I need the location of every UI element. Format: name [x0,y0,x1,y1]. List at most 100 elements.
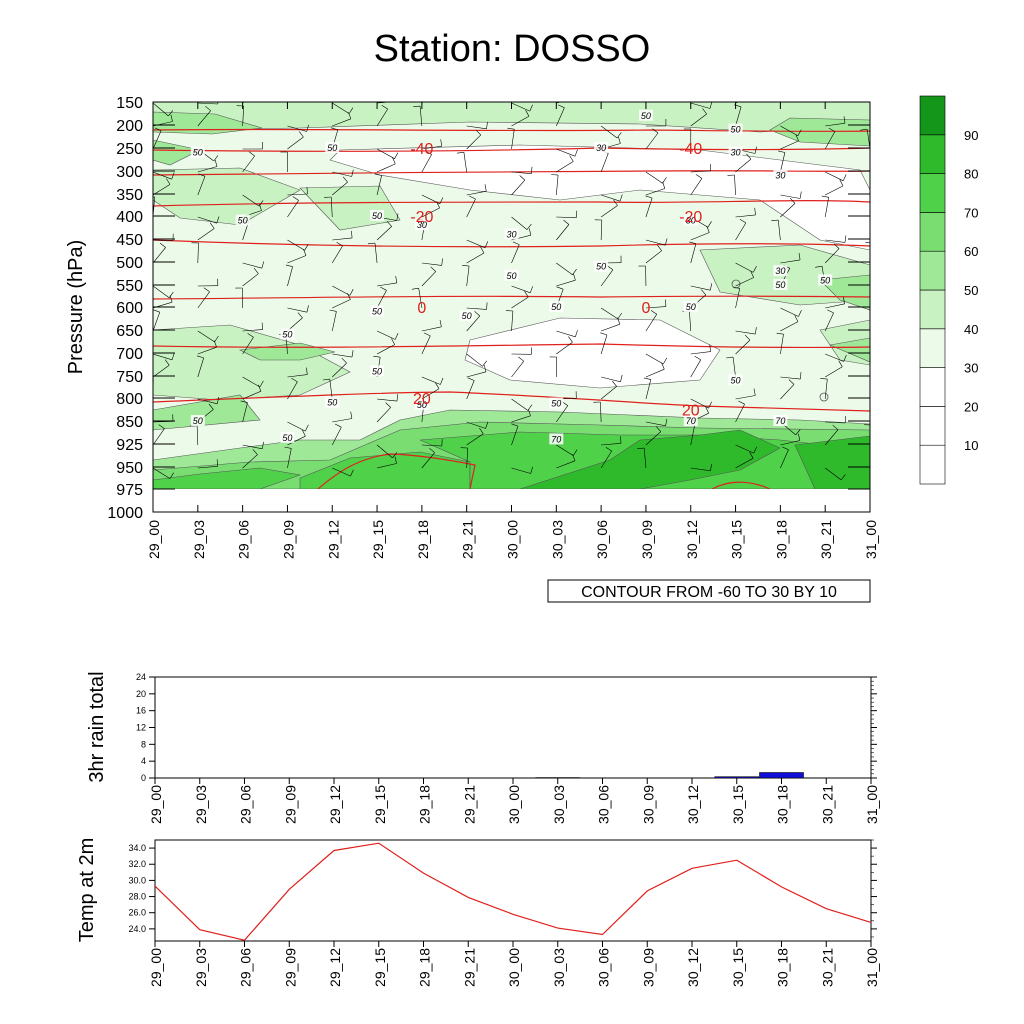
wind-barb-flag [860,128,868,131]
wind-barb-staff [377,398,398,402]
wind-barb-flag [350,469,354,477]
x-tick-label: 29_06 [236,520,252,559]
wind-barb-staff [153,247,166,264]
rain-y-tick-label: 4 [141,756,146,766]
wind-barb-staff [287,266,293,287]
rh-contour-label: 70 [551,434,561,444]
wind-barb-staff [601,376,621,383]
wind-barb-staff [780,440,800,446]
wind-barb-staff [374,243,378,264]
rh-label-bg [190,415,205,426]
wind-barb-staff [376,344,395,355]
wind-barb-staff [466,380,475,400]
wind-barb-staff [153,428,165,446]
y-tick-label: 500 [116,255,143,272]
wind-barb-staff [825,185,844,196]
wind-barb-staff [421,154,432,173]
wind-barb-staff [690,285,711,291]
wind-barb-flag [429,447,435,453]
wind-barb-staff [421,376,441,385]
rh-label-bg [683,301,698,312]
rh-label-bg [773,169,788,181]
temp-contour-label: 20 [682,403,700,420]
wind-barb-staff [869,239,870,240]
wind-barb-flag [306,305,309,313]
x-tick-label: 30_15 [729,520,745,559]
temp-y-tick-label: 24.0 [128,924,146,934]
wind-barb-flag [789,197,796,204]
wind-barb-flag [726,356,734,359]
wind-barb-staff [869,171,870,172]
wind-barb-flag [739,219,747,224]
wind-barb-flag [778,150,785,153]
wind-barb-staff [197,346,217,355]
temp-contour-label: -40 [410,141,433,158]
wind-barb-flag [482,360,488,367]
wind-barb-staff [780,334,784,355]
wind-barb-staff [735,339,751,355]
wind-barb-staff [197,228,215,241]
wind-barb-staff [600,219,603,241]
wind-barb-staff [332,171,352,177]
temp-x-tick-label: 30_00 [506,948,522,987]
wind-barb-staff [869,307,870,308]
wind-barb-flag [616,132,622,139]
wind-barb-flag [753,388,756,396]
wind-barb-flag [351,350,354,358]
rh-region [153,111,263,135]
wind-barb-flag [396,394,398,402]
wind-barb-flag [776,332,784,335]
wind-barb-staff [869,353,870,354]
rain-x-tick-label: 30_21 [819,785,835,824]
rh-contour-label: 30 [417,220,427,230]
wind-barb-staff [824,379,828,400]
wind-barb-staff [735,395,756,400]
wind-barb-flag [216,396,220,404]
wind-barb-flag [306,124,309,132]
wind-barb-flag [394,456,397,464]
colorbar-label: 30 [964,361,978,376]
temp-contour [153,295,870,300]
colorbar-box [919,250,946,291]
wind-barb-flag [391,338,395,345]
wind-barb-flag [657,245,662,251]
wind-barb-flag [342,176,348,183]
wind-barb-flag [663,357,668,365]
wind-barb-staff [331,427,342,446]
wind-barb-flag [569,155,574,162]
wind-barb-staff [600,102,603,104]
wind-barb-staff [287,374,308,378]
wind-barb-flag [795,134,799,142]
wind-barb-staff [645,431,662,446]
wind-barb-staff [778,220,781,241]
rain-x-tick-label: 30_06 [596,785,612,824]
wind-barb-flag [842,174,847,181]
y-tick-label: 750 [116,369,143,386]
wind-barb-staff [869,399,870,400]
temp-y-axis-title: Temp at 2m [76,838,98,942]
wind-barb-flag [800,372,802,380]
rh-contour-label: 50 [820,275,830,285]
rh-label-bg [459,310,474,322]
wind-barb-flag [168,291,174,298]
wind-barb-staff [601,323,621,332]
wind-barb-flag [486,302,488,310]
wind-barb-staff [421,452,435,469]
wind-barb-flag [888,342,890,349]
wind-barb-staff [825,122,846,127]
wind-barb-flag [381,105,388,110]
wind-barb-staff [421,388,440,400]
wind-barb-staff [197,176,206,196]
wind-barb-flag [781,446,789,450]
wind-barb-staff [824,312,834,332]
rain-y-tick-label: 0 [141,773,146,783]
wind-barb-flag [744,334,751,341]
wind-barb-flag [168,110,174,117]
wind-barb-flag [203,287,210,293]
wind-barb-staff [825,421,846,424]
wind-barb-flag [348,107,354,114]
wind-barb-staff [421,262,442,266]
wind-barb-flag [440,377,444,385]
wind-barb-flag [297,312,303,319]
x-tick-label: 29_18 [415,520,431,559]
